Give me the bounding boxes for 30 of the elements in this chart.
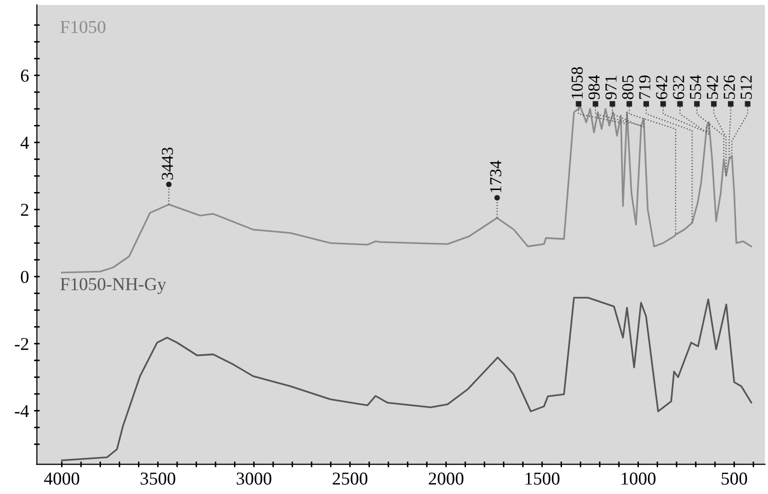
y-tick-label: -2 [14, 338, 28, 350]
x-tick-label: 4000 [44, 472, 80, 485]
annotation: 512 [740, 76, 752, 99]
x-tick-label: 1500 [526, 472, 560, 485]
y-tick-label: 4 [20, 136, 29, 149]
x-tick-label: 2500 [332, 472, 368, 485]
x-tick-label: 2000 [428, 472, 464, 485]
annotation: 632 [672, 76, 684, 100]
annotation: 971 [605, 76, 617, 100]
y-tick-label: -4 [14, 405, 29, 417]
annotation: 3443 [162, 148, 174, 180]
y-tick-label: 2 [20, 204, 28, 216]
x-tick-label: 3500 [140, 472, 176, 485]
annotation: 1058 [572, 67, 583, 98]
x-tick-label: 500 [722, 472, 748, 485]
annotation: 642 [656, 76, 668, 100]
annotation: 719 [639, 76, 650, 99]
annotation: 805 [622, 75, 634, 100]
text: F1050 [60, 20, 106, 34]
annotation: 542 [706, 76, 718, 99]
y-tick-label: 0 [20, 270, 29, 284]
annotation: 1734 [490, 160, 502, 192]
annotation: 526 [724, 75, 735, 99]
annotation: 984 [588, 75, 600, 100]
x-tick-label: 1000 [622, 472, 656, 485]
x-tick-label: 3000 [236, 472, 272, 485]
line-series [61, 296, 752, 462]
annotation: 554 [690, 75, 702, 99]
text: F1050-NH-Gy [60, 278, 166, 294]
y-tick-label: 6 [20, 70, 29, 82]
